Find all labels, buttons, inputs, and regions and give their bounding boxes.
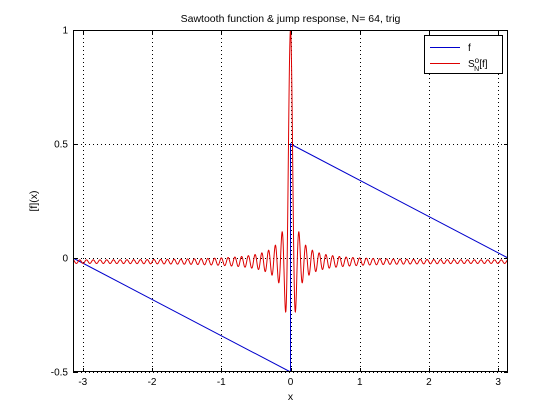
- y-axis-label: [f](x): [28, 191, 40, 212]
- tick-labels: -3 -2 -1 0 1 2 3 -0.5 0 0.5 1: [51, 26, 502, 389]
- legend-label-main: S: [468, 59, 475, 70]
- series-f-line: [73, 143, 508, 372]
- x-tick-label: 1: [357, 377, 363, 388]
- legend-box: [424, 35, 503, 74]
- data-layer: [73, 30, 508, 372]
- legend: f So N[f]: [424, 35, 503, 74]
- y-tick-label: -0.5: [51, 368, 69, 379]
- plot-frame: [73, 30, 508, 372]
- legend-label-sup: o: [475, 56, 480, 65]
- x-axis-label: x: [288, 391, 294, 403]
- legend-label-jump-response: So N[f]: [468, 56, 488, 73]
- x-tick-label: 2: [426, 377, 432, 388]
- y-tick-label: 0: [62, 254, 68, 265]
- x-tick-label: -2: [148, 377, 157, 388]
- x-tick-label: 3: [495, 377, 501, 388]
- series-jump-response-line: [73, 30, 508, 313]
- x-tick-label: -1: [217, 377, 226, 388]
- axis-ticks: [73, 30, 508, 373]
- y-tick-label: 0.5: [54, 140, 68, 151]
- x-tick-label: 0: [288, 377, 294, 388]
- y-tick-label: 1: [62, 26, 68, 37]
- chart-title: Sawtooth function & jump response, N= 64…: [181, 13, 401, 25]
- legend-label-f: f: [468, 43, 471, 54]
- legend-label-tail: [f]: [479, 59, 488, 70]
- x-tick-label: -3: [78, 377, 87, 388]
- legend-label-sub: N: [474, 66, 479, 73]
